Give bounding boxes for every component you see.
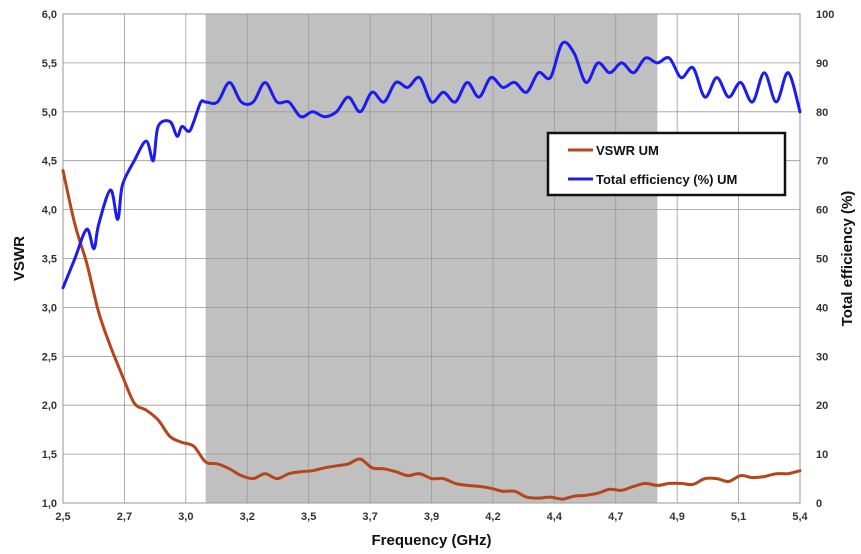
y-right-tick-label: 10 [816, 449, 828, 461]
legend-label-vswr: VSWR UM [596, 143, 659, 158]
x-tick-label: 4,4 [547, 511, 563, 523]
y-right-tick-label: 60 [816, 205, 828, 217]
y-left-tick-label: 1,0 [42, 498, 57, 510]
x-tick-label: 2,5 [55, 511, 70, 523]
x-tick-label: 5,4 [792, 511, 808, 523]
y-left-tick-label: 4,0 [42, 205, 57, 217]
x-tick-label: 3,7 [362, 511, 377, 523]
y-left-tick-label: 2,0 [42, 400, 57, 412]
x-tick-label: 3,0 [178, 511, 193, 523]
legend-label-efficiency: Total efficiency (%) UM [596, 172, 737, 187]
x-tick-label: 4,7 [608, 511, 623, 523]
x-tick-label: 3,5 [301, 511, 316, 523]
y-left-tick-label: 5,0 [42, 107, 57, 119]
legend: VSWR UM Total efficiency (%) UM [546, 131, 787, 197]
y-left-tick-label: 4,5 [42, 156, 57, 168]
x-tick-label: 4,2 [485, 511, 500, 523]
y-right-tick-label: 40 [816, 302, 828, 314]
series-line-vswr [61, 169, 802, 501]
y-right-tick-label: 30 [816, 351, 828, 363]
y-right-tick-label: 80 [816, 107, 828, 119]
y-left-tick-label: 3,0 [42, 302, 57, 314]
y-right-tick-label: 20 [816, 400, 828, 412]
x-tick-label: 3,2 [240, 511, 255, 523]
y-left-tick-label: 1,5 [42, 449, 57, 461]
x-axis-title: Frequency (GHz) [371, 532, 491, 549]
y-left-tick-label: 3,5 [42, 254, 57, 266]
y-left-tick-label: 5,5 [42, 58, 57, 70]
x-tick-label: 4,9 [670, 511, 685, 523]
series-line-efficiency [61, 40, 802, 290]
x-tick-label: 2,7 [117, 511, 132, 523]
y-right-tick-label: 70 [816, 156, 828, 168]
y-left-axis-title: VSWR [11, 236, 28, 281]
y-right-tick-label: 50 [816, 254, 828, 266]
x-tick-label: 5,1 [731, 511, 746, 523]
y-right-axis-title: Total efficiency (%) [839, 191, 856, 327]
y-right-tick-label: 100 [816, 9, 834, 21]
y-left-tick-label: 6,0 [42, 9, 57, 21]
x-tick-label: 3,9 [424, 511, 439, 523]
legend-box [546, 131, 787, 197]
y-right-tick-label: 90 [816, 58, 828, 70]
y-left-tick-label: 2,5 [42, 351, 57, 363]
y-right-tick-label: 0 [816, 498, 822, 510]
